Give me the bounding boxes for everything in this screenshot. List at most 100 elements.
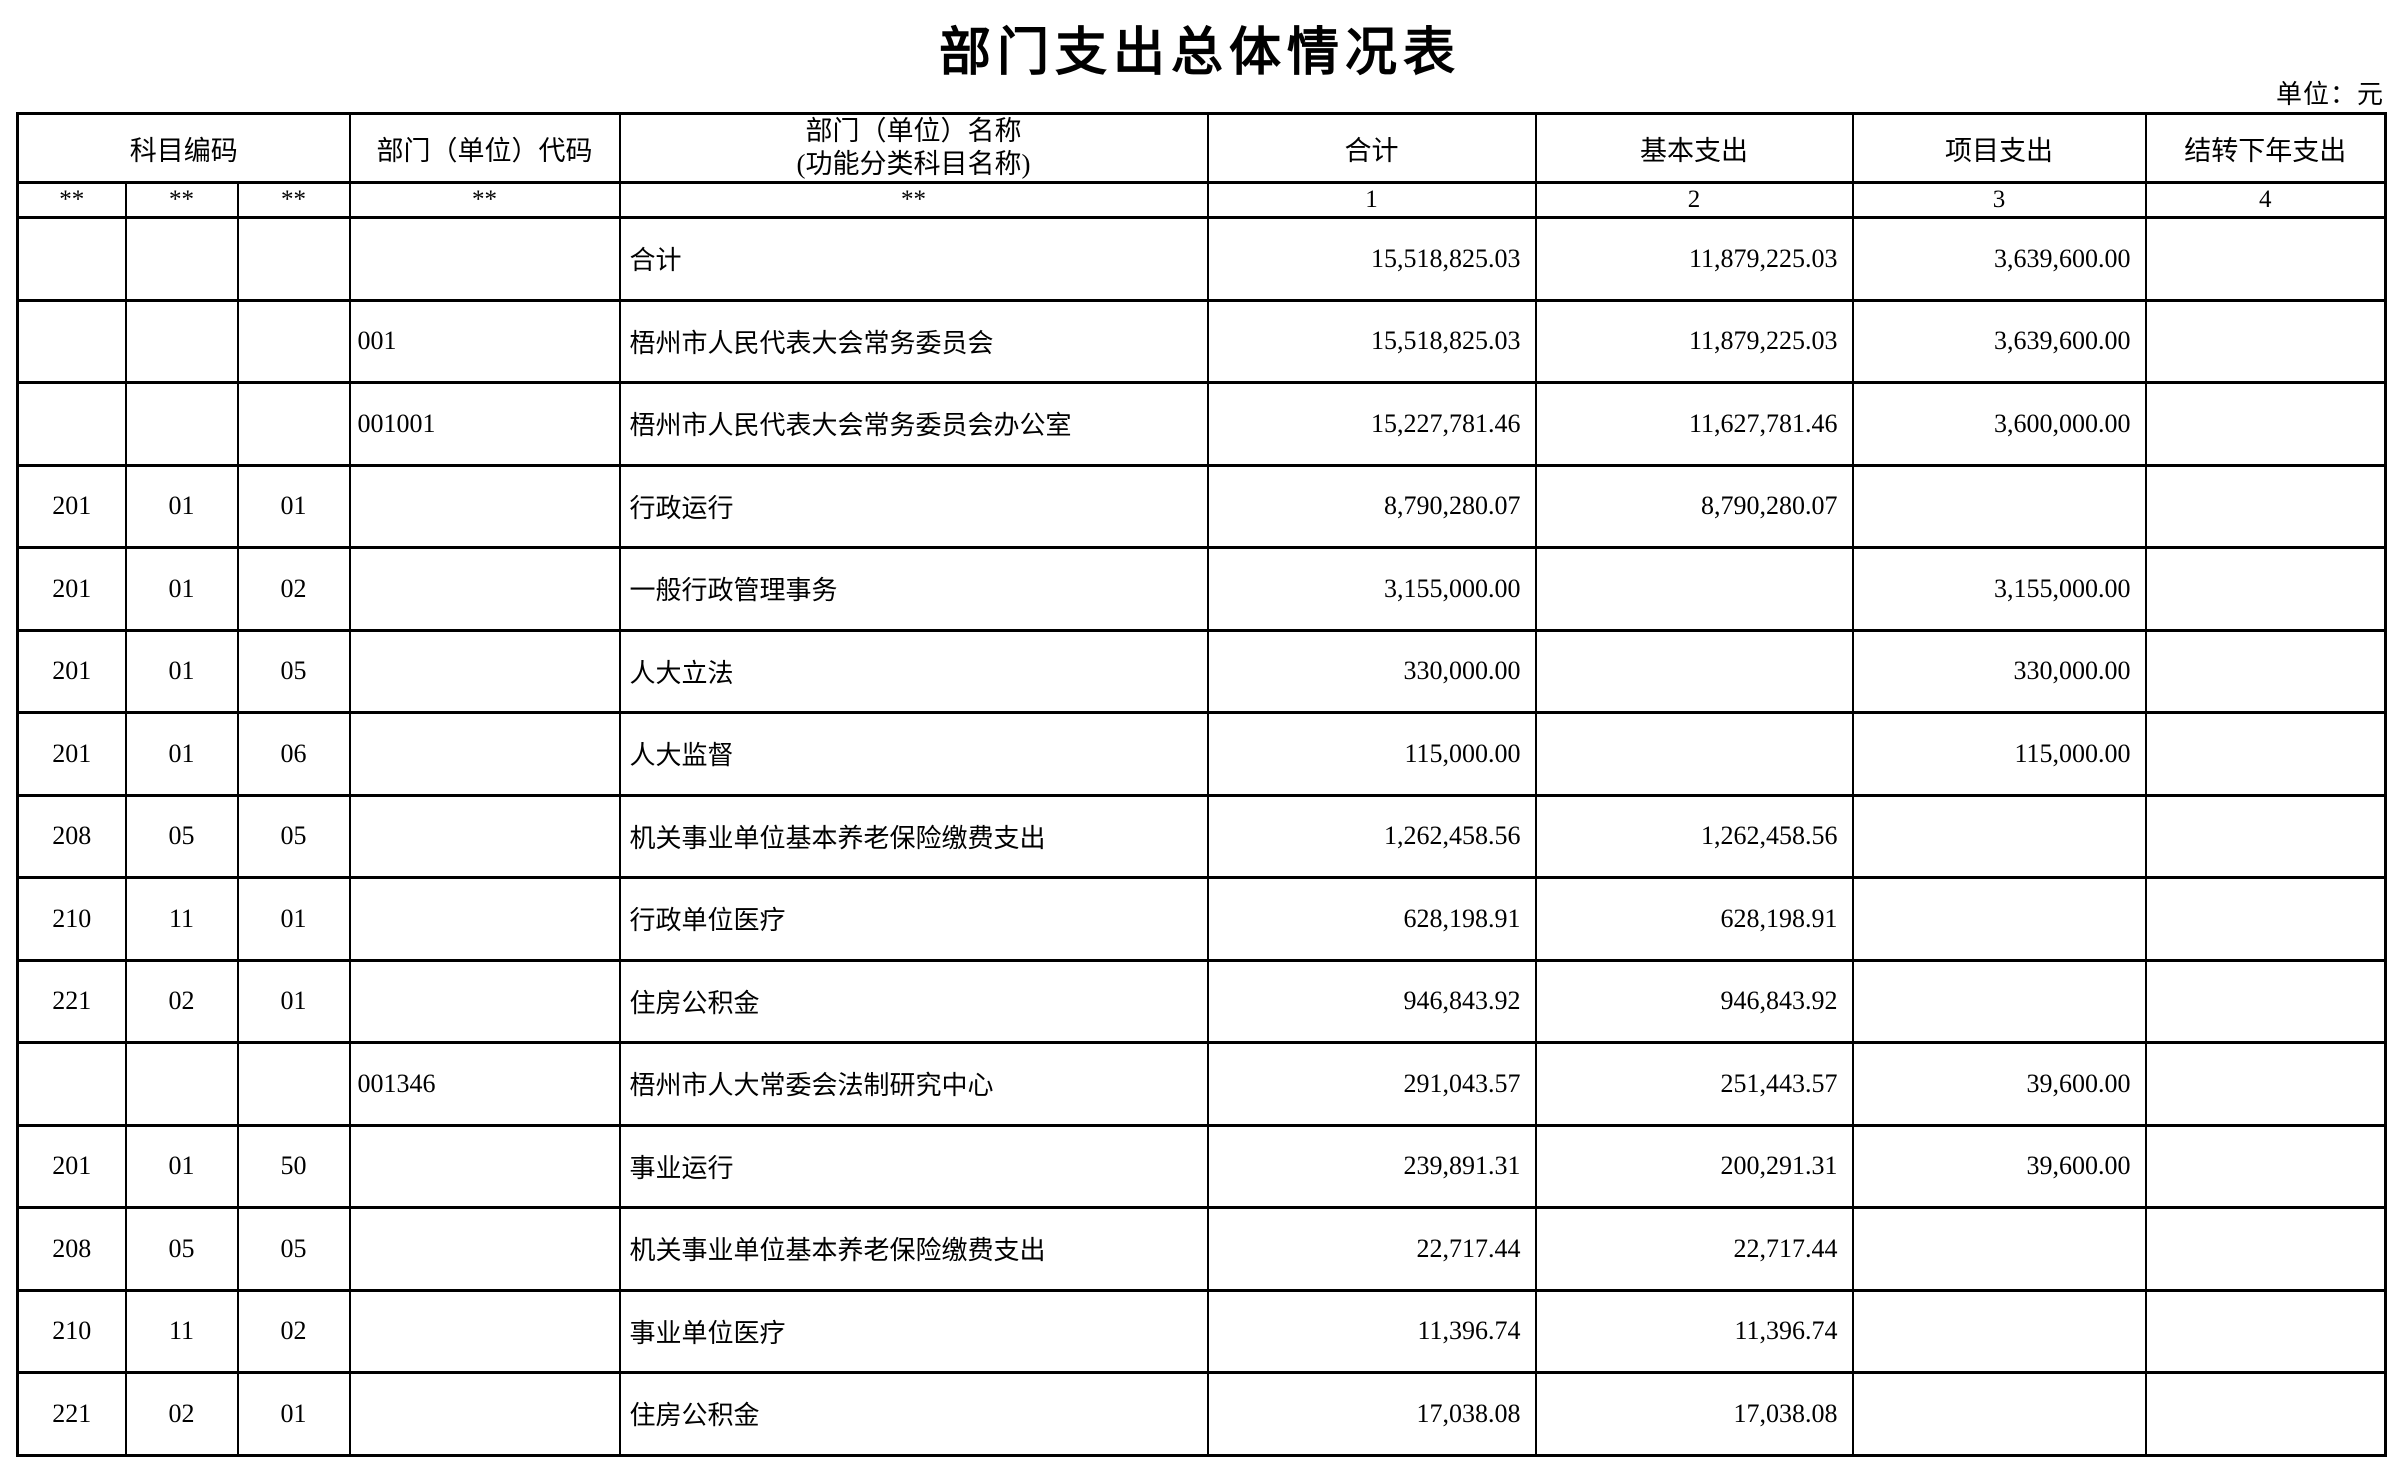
cell-carryover (2144, 958, 2387, 1044)
cell-basic: 8,790,280.07 (1534, 463, 1854, 549)
cell-carryover (2144, 1123, 2387, 1209)
cell-basic: 251,443.57 (1534, 1041, 1854, 1127)
cell-code-3: 05 (236, 793, 351, 879)
cell-project: 39,600.00 (1851, 1041, 2147, 1127)
cell-name: 行政运行 (618, 463, 1209, 549)
cell-name: 住房公积金 (618, 958, 1209, 1044)
cell-project (1851, 1288, 2147, 1374)
cell-code-2: 01 (124, 628, 239, 714)
cell-total: 1,262,458.56 (1206, 793, 1537, 879)
table-row: 合计 15,518,825.03 11,879,225.03 3,639,600.00 (16, 216, 2387, 302)
cell-carryover (2144, 628, 2387, 714)
cell-basic: 1,262,458.56 (1534, 793, 1854, 879)
cell-basic: 628,198.91 (1534, 876, 1854, 962)
cell-code-3: 02 (236, 546, 351, 632)
expenditure-table: 科目编码 部门（单位）代码 部门（单位）名称 (功能分类科目名称) 合计 基本支… (16, 112, 2388, 1457)
cell-code-2 (124, 381, 239, 467)
cell-name: 行政单位医疗 (618, 876, 1209, 962)
cell-project (1851, 793, 2147, 879)
subheader-row: ** ** ** ** ** 1 2 3 4 (16, 181, 2387, 219)
cell-total: 15,518,825.03 (1206, 216, 1537, 302)
cell-total: 946,843.92 (1206, 958, 1537, 1044)
unit-note: 单位：元 (2275, 80, 2384, 109)
cell-code-3: 05 (236, 628, 351, 714)
table-row: 201 01 05 人大立法 330,000.00 330,000.00 (16, 628, 2387, 714)
cell-dept-code (348, 1288, 621, 1374)
cell-total: 8,790,280.07 (1206, 463, 1537, 549)
header-dept-name-line1: 部门（单位）名称 (805, 116, 1022, 147)
table-row: 201 01 01 行政运行 8,790,280.07 8,790,280.07 (16, 463, 2387, 549)
cell-basic: 11,627,781.46 (1534, 381, 1854, 467)
cell-code-2 (124, 216, 239, 302)
header-carryover: 结转下年支出 (2144, 112, 2387, 184)
cell-code-3: 50 (236, 1123, 351, 1209)
cell-code-2: 02 (124, 958, 239, 1044)
cell-total: 115,000.00 (1206, 711, 1537, 797)
header-subject-code: 科目编码 (16, 112, 351, 184)
cell-dept-code (348, 628, 621, 714)
cell-name: 人大立法 (618, 628, 1209, 714)
cell-dept-code (348, 1123, 621, 1209)
cell-code-1: 201 (16, 463, 127, 549)
cell-basic: 11,879,225.03 (1534, 216, 1854, 302)
cell-name: 梧州市人大常委会法制研究中心 (618, 1041, 1209, 1127)
cell-code-2: 01 (124, 711, 239, 797)
cell-code-3 (236, 216, 351, 302)
cell-basic (1534, 628, 1854, 714)
cell-basic: 11,879,225.03 (1534, 298, 1854, 384)
cell-total: 22,717.44 (1206, 1206, 1537, 1292)
table-row: 210 11 01 行政单位医疗 628,198.91 628,198.91 (16, 876, 2387, 962)
subheader-total: 1 (1206, 181, 1537, 219)
cell-project: 39,600.00 (1851, 1123, 2147, 1209)
cell-code-3: 01 (236, 463, 351, 549)
cell-name: 住房公积金 (618, 1371, 1209, 1457)
cell-dept-code (348, 793, 621, 879)
cell-basic (1534, 711, 1854, 797)
cell-name: 人大监督 (618, 711, 1209, 797)
cell-dept-code (348, 546, 621, 632)
cell-dept-code (348, 463, 621, 549)
cell-name: 合计 (618, 216, 1209, 302)
cell-dept-code (348, 876, 621, 962)
header-dept-name: 部门（单位）名称 (功能分类科目名称) (618, 112, 1209, 184)
cell-carryover (2144, 1041, 2387, 1127)
header-project: 项目支出 (1851, 112, 2147, 184)
page-title: 部门支出总体情况表 (938, 24, 1461, 82)
cell-name: 事业单位医疗 (618, 1288, 1209, 1374)
cell-code-2: 01 (124, 1123, 239, 1209)
header-total: 合计 (1206, 112, 1537, 184)
cell-carryover (2144, 1206, 2387, 1292)
cell-project (1851, 463, 2147, 549)
cell-carryover (2144, 711, 2387, 797)
cell-project: 3,639,600.00 (1851, 298, 2147, 384)
cell-code-2: 01 (124, 463, 239, 549)
header-dept-name-line2: (功能分类科目名称) (796, 149, 1031, 179)
subheader-basic: 2 (1534, 181, 1854, 219)
cell-project: 3,600,000.00 (1851, 381, 2147, 467)
cell-basic (1534, 546, 1854, 632)
cell-carryover (2144, 463, 2387, 549)
cell-basic: 17,038.08 (1534, 1371, 1854, 1457)
cell-carryover (2144, 1288, 2387, 1374)
table-body: 合计 15,518,825.03 11,879,225.03 3,639,600.00… (16, 216, 2387, 1457)
cell-project: 3,639,600.00 (1851, 216, 2147, 302)
cell-carryover (2144, 298, 2387, 384)
table-row: 210 11 02 事业单位医疗 11,396.74 11,396.74 (16, 1288, 2387, 1374)
cell-name: 事业运行 (618, 1123, 1209, 1209)
table-header: 科目编码 部门（单位）代码 部门（单位）名称 (功能分类科目名称) 合计 基本支… (16, 112, 2387, 219)
subheader-name: ** (618, 181, 1209, 219)
table-row: 201 01 50 事业运行 239,891.31 200,291.31 39,600.00 (16, 1123, 2387, 1209)
cell-dept-code: 001346 (348, 1041, 621, 1127)
subheader-code1: ** (16, 181, 127, 219)
cell-total: 11,396.74 (1206, 1288, 1537, 1374)
cell-code-3: 01 (236, 876, 351, 962)
cell-dept-code: 001 (348, 298, 621, 384)
cell-name: 梧州市人民代表大会常务委员会 (618, 298, 1209, 384)
cell-basic: 946,843.92 (1534, 958, 1854, 1044)
cell-code-3: 01 (236, 958, 351, 1044)
cell-code-1: 221 (16, 1371, 127, 1457)
cell-name: 机关事业单位基本养老保险缴费支出 (618, 1206, 1209, 1292)
cell-dept-code: 001001 (348, 381, 621, 467)
cell-basic: 11,396.74 (1534, 1288, 1854, 1374)
